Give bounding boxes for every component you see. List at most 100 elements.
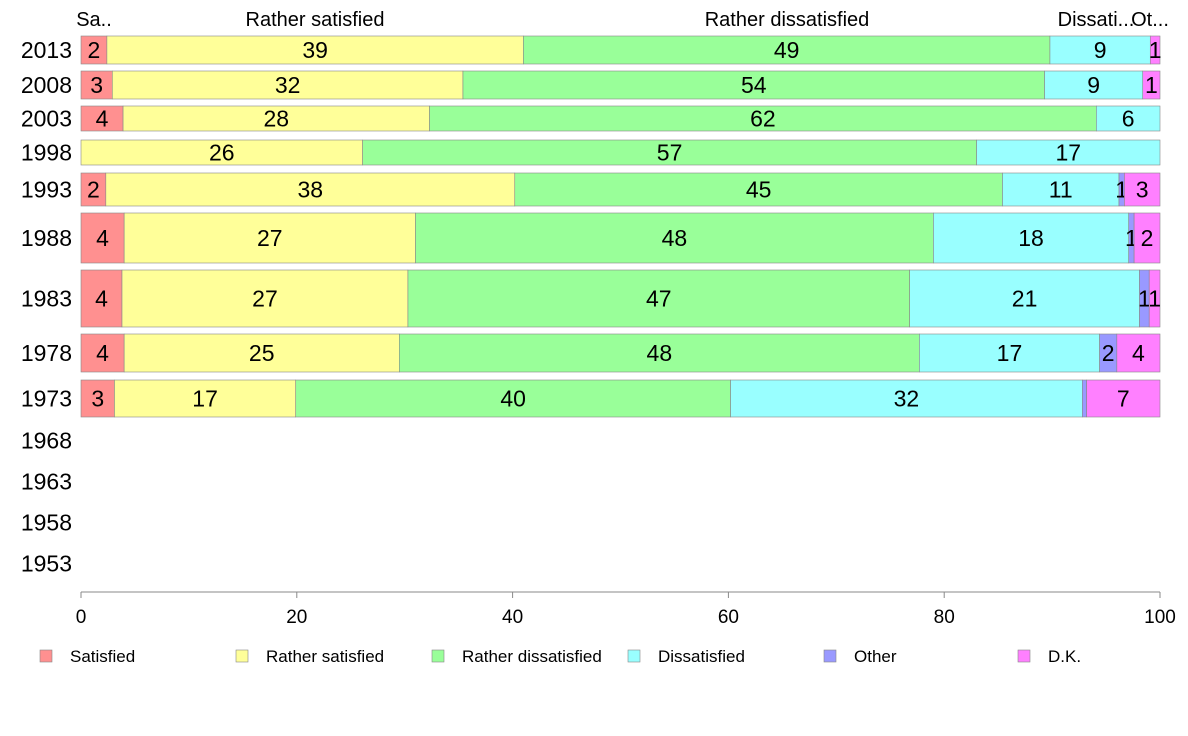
y-tick-label-2013: 2013 — [21, 37, 72, 63]
bar-1988-5 — [1133, 212, 1161, 264]
bar-1973-1 — [114, 379, 297, 418]
bar-1988-1 — [123, 212, 416, 264]
x-tick-label-20: 20 — [286, 607, 307, 628]
y-tick-label-1978: 1978 — [21, 340, 72, 366]
value-label-2013-5: 1 — [1149, 37, 1162, 63]
legend-swatch-1 — [235, 649, 249, 663]
y-tick-label-1983: 1983 — [21, 286, 72, 312]
value-label-1973-3: 32 — [894, 386, 920, 412]
legend-label-5: D.K. — [1048, 647, 1081, 666]
value-label-1973-0: 3 — [91, 386, 104, 412]
bar-2003-1 — [122, 105, 430, 132]
legend-label-1: Rather satisfied — [266, 647, 384, 666]
value-label-1978-4: 2 — [1102, 340, 1115, 366]
legend-label-0: Satisfied — [70, 647, 135, 666]
bar-1993-3 — [1002, 172, 1120, 207]
bar-2003-2 — [429, 105, 1097, 132]
y-tick-label-1988: 1988 — [21, 225, 72, 251]
bar-1973-2 — [295, 379, 731, 418]
x-tick-label-80: 80 — [934, 607, 955, 628]
y-tick-label-1953: 1953 — [21, 551, 72, 577]
value-label-2013-1: 39 — [302, 37, 328, 63]
bar-1978-2 — [399, 333, 920, 373]
x-tick-label-60: 60 — [718, 607, 739, 628]
y-tick-label-1973: 1973 — [21, 386, 72, 412]
x-tick-label-0: 0 — [76, 607, 87, 628]
bar-2008-0 — [80, 70, 113, 100]
value-label-2008-5: 1 — [1145, 72, 1158, 98]
header-label-3: Dissati... — [1058, 9, 1135, 31]
y-tick-label-2003: 2003 — [21, 106, 72, 132]
value-label-1983-1: 27 — [252, 286, 278, 312]
bar-1973-3 — [730, 379, 1083, 418]
value-label-1988-1: 27 — [257, 225, 283, 251]
bar-2008-1 — [111, 70, 464, 100]
bar-2013-5 — [1149, 35, 1161, 65]
value-label-2003-3: 6 — [1122, 106, 1135, 132]
value-label-1978-2: 48 — [647, 340, 673, 366]
bar-2013-2 — [523, 35, 1051, 65]
bar-1978-5 — [1116, 333, 1161, 373]
legend-label-3: Dissatisfied — [658, 647, 745, 666]
bar-1988-2 — [415, 212, 934, 264]
bar-1978-0 — [80, 333, 125, 373]
bar-1978-1 — [123, 333, 400, 373]
y-tick-label-1963: 1963 — [21, 469, 72, 495]
x-tick-label-40: 40 — [502, 607, 523, 628]
legend-swatch-2 — [431, 649, 445, 663]
bar-1993-1 — [105, 172, 516, 207]
legend-swatch-3 — [627, 649, 641, 663]
x-tick-label-100: 100 — [1144, 607, 1176, 628]
value-label-2013-0: 2 — [88, 37, 101, 63]
bar-2008-3 — [1044, 70, 1144, 100]
bar-1988-0 — [80, 212, 125, 264]
legend-swatch-4 — [823, 649, 837, 663]
bar-1993-2 — [514, 172, 1003, 207]
value-label-1983-3: 21 — [1012, 286, 1038, 312]
value-label-1993-1: 38 — [297, 177, 323, 203]
y-tick-label-1968: 1968 — [21, 428, 72, 454]
value-label-1993-2: 45 — [746, 177, 772, 203]
value-label-1993-5: 3 — [1136, 177, 1149, 203]
bar-1983-2 — [407, 269, 910, 328]
value-label-1983-0: 4 — [95, 286, 108, 312]
value-label-1988-5: 2 — [1141, 225, 1154, 251]
value-label-1988-0: 4 — [96, 225, 109, 251]
y-tick-label-1998: 1998 — [21, 140, 72, 166]
header-label-0: Sa.. — [76, 9, 112, 31]
value-label-1993-0: 2 — [87, 177, 100, 203]
legend-label-2: Rather dissatisfied — [462, 647, 602, 666]
value-label-1993-3: 11 — [1049, 177, 1073, 203]
header-label-1: Rather satisfied — [246, 9, 385, 31]
value-label-1978-1: 25 — [249, 340, 275, 366]
bar-2003-0 — [80, 105, 124, 132]
bar-2013-1 — [106, 35, 524, 65]
value-label-1998-2: 57 — [657, 140, 683, 166]
value-label-1983-4: 1 — [1138, 286, 1151, 312]
header-label-4: Ot... — [1131, 9, 1169, 31]
value-label-1973-5: 7 — [1117, 386, 1130, 412]
bar-1993-5 — [1124, 172, 1161, 207]
legend-swatch-0 — [39, 649, 53, 663]
bar-1973-0 — [80, 379, 115, 418]
value-label-2008-0: 3 — [90, 72, 103, 98]
bar-2003-3 — [1096, 105, 1161, 132]
value-label-1988-2: 48 — [662, 225, 688, 251]
bar-2008-2 — [462, 70, 1045, 100]
value-label-2013-3: 9 — [1094, 37, 1107, 63]
bar-1998-2 — [362, 139, 977, 166]
value-label-2003-2: 62 — [750, 106, 776, 132]
legend-label-4: Other — [854, 647, 897, 666]
value-label-1973-1: 17 — [192, 386, 218, 412]
bar-1983-5 — [1148, 269, 1161, 328]
value-label-2003-0: 4 — [96, 106, 109, 132]
value-label-1973-2: 40 — [500, 386, 526, 412]
value-label-1998-1: 26 — [209, 140, 235, 166]
value-label-1978-5: 4 — [1132, 340, 1145, 366]
bar-1993-0 — [80, 172, 107, 207]
y-tick-label-1958: 1958 — [21, 510, 72, 536]
bar-2008-5 — [1142, 70, 1161, 100]
value-label-1978-0: 4 — [96, 340, 109, 366]
